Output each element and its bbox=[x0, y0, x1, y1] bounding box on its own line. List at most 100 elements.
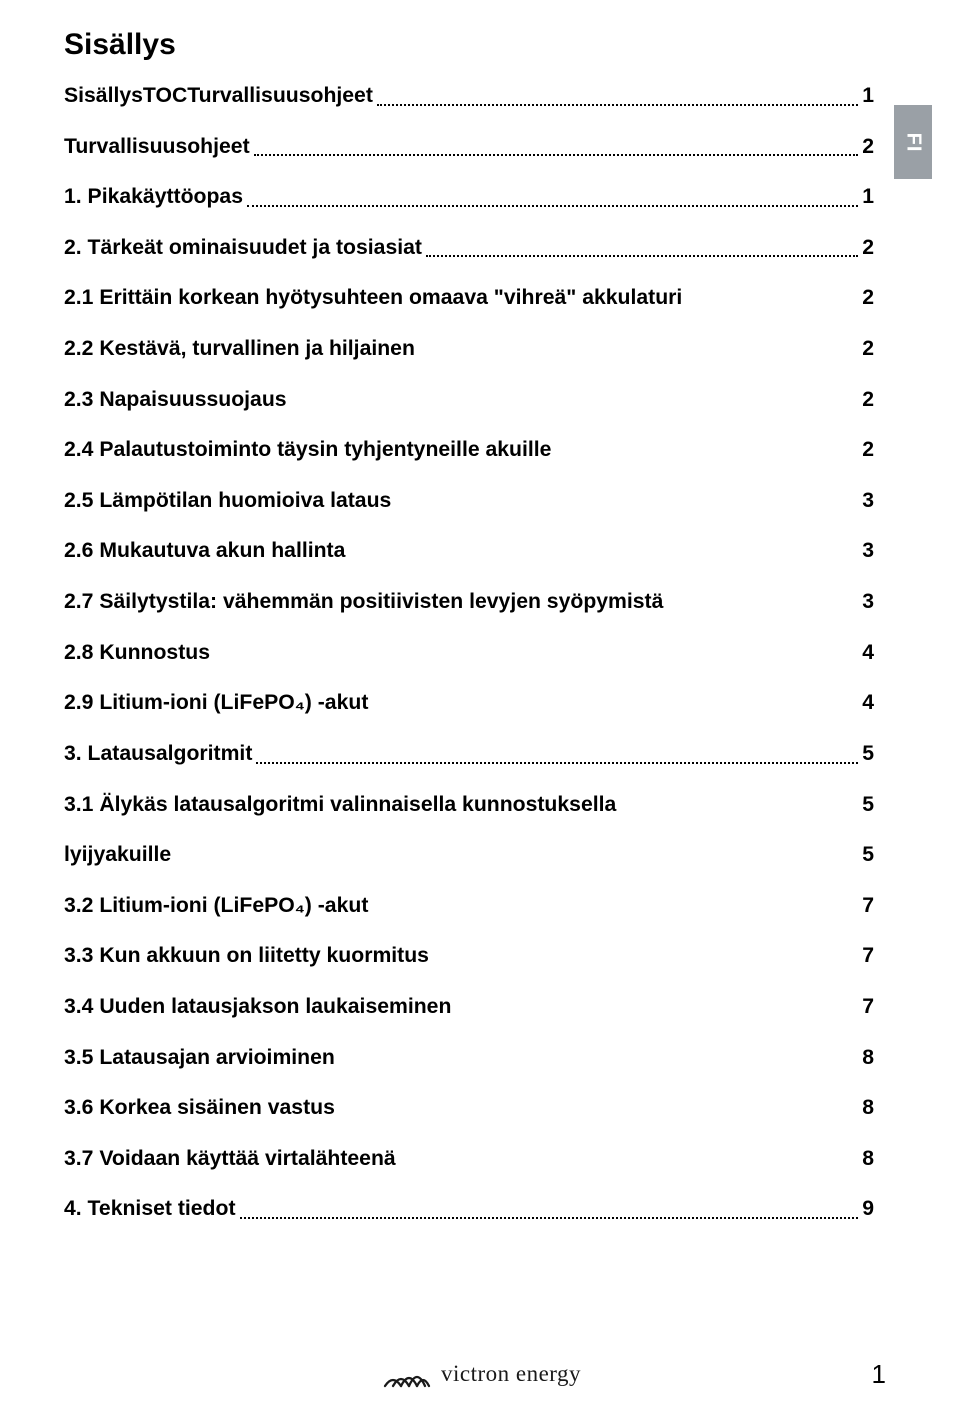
toc-leader bbox=[214, 661, 858, 662]
toc-entry-page: 1 bbox=[862, 183, 874, 212]
toc-entry-page: 9 bbox=[862, 1195, 874, 1224]
toc-leader bbox=[667, 611, 858, 612]
toc-entry-label: SisällysTOCTurvallisuusohjeet bbox=[64, 82, 373, 111]
toc-entry-page: 5 bbox=[862, 841, 874, 870]
brand-name: victron energy bbox=[441, 1361, 581, 1387]
toc-leader bbox=[433, 965, 858, 966]
toc-entry-label: 4. Tekniset tiedot bbox=[64, 1195, 236, 1224]
toc-leader bbox=[400, 1167, 859, 1168]
toc-entry-label: 3. Latausalgoritmit bbox=[64, 740, 252, 769]
toc-entry-page: 2 bbox=[862, 436, 874, 465]
toc-entry-page: 2 bbox=[862, 386, 874, 415]
toc-entry: 2.5 Lämpötilan huomioiva lataus 3 bbox=[64, 487, 874, 516]
toc-entry: 2.3 Napaisuussuojaus 2 bbox=[64, 386, 874, 415]
toc-entry: 3.1 Älykäs latausalgoritmi valinnaisella… bbox=[64, 791, 874, 820]
toc-leader bbox=[372, 712, 858, 713]
toc-leader bbox=[240, 1217, 859, 1219]
footer: victron energy bbox=[0, 1354, 960, 1394]
toc-entry: 2.4 Palautustoiminto täysin tyhjentyneil… bbox=[64, 436, 874, 465]
toc-leader bbox=[377, 104, 858, 106]
page-title: Sisällys bbox=[64, 28, 896, 62]
toc-entry-label: 2.1 Erittäin korkean hyötysuhteen omaava… bbox=[64, 284, 682, 313]
toc-leader bbox=[555, 459, 858, 460]
toc-entry-label: 3.1 Älykäs latausalgoritmi valinnaisella… bbox=[64, 791, 616, 820]
toc-leader bbox=[372, 914, 858, 915]
toc-entry-label: 2.8 Kunnostus bbox=[64, 639, 210, 668]
toc-entry-label: 2. Tärkeät ominaisuudet ja tosiasiat bbox=[64, 234, 422, 263]
toc-leader bbox=[254, 154, 859, 156]
toc-entry: 3.6 Korkea sisäinen vastus 8 bbox=[64, 1094, 874, 1123]
toc-entry: 3.7 Voidaan käyttää virtalähteenä 8 bbox=[64, 1145, 874, 1174]
toc-entry-page: 7 bbox=[862, 892, 874, 921]
toc-leader bbox=[339, 1066, 858, 1067]
toc-entry-page: 7 bbox=[862, 942, 874, 971]
language-tab: FI bbox=[894, 105, 932, 179]
toc-entry-label: 2.2 Kestävä, turvallinen ja hiljainen bbox=[64, 335, 415, 364]
toc-entry-page: 5 bbox=[862, 740, 874, 769]
toc-entry: 3.5 Latausajan arvioiminen 8 bbox=[64, 1044, 874, 1073]
toc-leader bbox=[620, 813, 858, 814]
toc-entry: 2.6 Mukautuva akun hallinta 3 bbox=[64, 537, 874, 566]
toc-entry-page: 3 bbox=[862, 537, 874, 566]
toc-entry-page: 2 bbox=[862, 234, 874, 263]
toc-entry-label: 3.5 Latausajan arvioiminen bbox=[64, 1044, 335, 1073]
page-number: 1 bbox=[872, 1359, 886, 1390]
toc-entry-page: 4 bbox=[862, 689, 874, 718]
brand-logo: victron energy bbox=[379, 1354, 581, 1394]
toc-entry-label: 2.5 Lämpötilan huomioiva lataus bbox=[64, 487, 391, 516]
toc-entry-label: 2.6 Mukautuva akun hallinta bbox=[64, 537, 345, 566]
toc-leader bbox=[349, 560, 858, 561]
toc-entry-label: 3.7 Voidaan käyttää virtalähteenä bbox=[64, 1145, 396, 1174]
toc-leader bbox=[291, 408, 859, 409]
toc-entry-page: 2 bbox=[862, 335, 874, 364]
toc-entry-page: 3 bbox=[862, 588, 874, 617]
toc-leader bbox=[395, 509, 858, 510]
toc-entry-page: 1 bbox=[862, 82, 874, 111]
toc-leader bbox=[455, 1016, 858, 1017]
toc-entry-label: 1. Pikakäyttöopas bbox=[64, 183, 243, 212]
toc-entry: 2.1 Erittäin korkean hyötysuhteen omaava… bbox=[64, 284, 874, 313]
toc-entry: 1. Pikakäyttöopas 1 bbox=[64, 183, 874, 212]
toc-entry-label: 3.3 Kun akkuun on liitetty kuormitus bbox=[64, 942, 429, 971]
toc-entry: SisällysTOCTurvallisuusohjeet 1 bbox=[64, 82, 874, 111]
toc-entry-label: 2.9 Litium-ioni (LiFePO₄) -akut bbox=[64, 689, 368, 718]
toc-entry-label: 3.6 Korkea sisäinen vastus bbox=[64, 1094, 335, 1123]
toc-entry: Turvallisuusohjeet 2 bbox=[64, 133, 874, 162]
toc-entry-page: 8 bbox=[862, 1044, 874, 1073]
toc-entry: 2.9 Litium-ioni (LiFePO₄) -akut 4 bbox=[64, 689, 874, 718]
toc-entry-label: 2.4 Palautustoiminto täysin tyhjentyneil… bbox=[64, 436, 551, 465]
language-tab-label: FI bbox=[902, 132, 925, 152]
toc-entry: 4. Tekniset tiedot 9 bbox=[64, 1195, 874, 1224]
toc-entry: 3.3 Kun akkuun on liitetty kuormitus 7 bbox=[64, 942, 874, 971]
toc-leader bbox=[247, 205, 858, 207]
toc-leader bbox=[426, 255, 858, 257]
toc-entry-label: 2.7 Säilytystila: vähemmän positiivisten… bbox=[64, 588, 663, 617]
toc-entry-page: 2 bbox=[862, 284, 874, 313]
toc-entry-label: 3.4 Uuden latausjakson laukaiseminen bbox=[64, 993, 451, 1022]
toc-entry-page: 7 bbox=[862, 993, 874, 1022]
toc-entry: lyijyakuille 5 bbox=[64, 841, 874, 870]
toc-entry-page: 8 bbox=[862, 1094, 874, 1123]
toc-entry-page: 8 bbox=[862, 1145, 874, 1174]
toc-entry-label: 2.3 Napaisuussuojaus bbox=[64, 386, 287, 415]
toc-entry-page: 3 bbox=[862, 487, 874, 516]
toc-entry: 2.8 Kunnostus 4 bbox=[64, 639, 874, 668]
toc-entry-label: Turvallisuusohjeet bbox=[64, 133, 250, 162]
toc-entry-label: 3.2 Litium-ioni (LiFePO₄) -akut bbox=[64, 892, 368, 921]
toc-entry: 2.2 Kestävä, turvallinen ja hiljainen 2 bbox=[64, 335, 874, 364]
toc-leader bbox=[419, 358, 858, 359]
toc-entry-page: 2 bbox=[862, 133, 874, 162]
toc-leader bbox=[256, 762, 858, 764]
toc-entry: 3.2 Litium-ioni (LiFePO₄) -akut 7 bbox=[64, 892, 874, 921]
toc-leader bbox=[339, 1117, 858, 1118]
toc-entry: 2.7 Säilytystila: vähemmän positiivisten… bbox=[64, 588, 874, 617]
toc-entry: 2. Tärkeät ominaisuudet ja tosiasiat 2 bbox=[64, 234, 874, 263]
table-of-contents: SisällysTOCTurvallisuusohjeet 1 Turvallisu… bbox=[64, 82, 874, 1224]
toc-leader bbox=[686, 307, 858, 308]
toc-entry: 3.4 Uuden latausjakson laukaiseminen 7 bbox=[64, 993, 874, 1022]
toc-entry-page: 5 bbox=[862, 791, 874, 820]
toc-entry-label: lyijyakuille bbox=[64, 841, 171, 870]
toc-entry-page: 4 bbox=[862, 639, 874, 668]
toc-entry: 3. Latausalgoritmit 5 bbox=[64, 740, 874, 769]
logo-icon bbox=[379, 1354, 435, 1394]
